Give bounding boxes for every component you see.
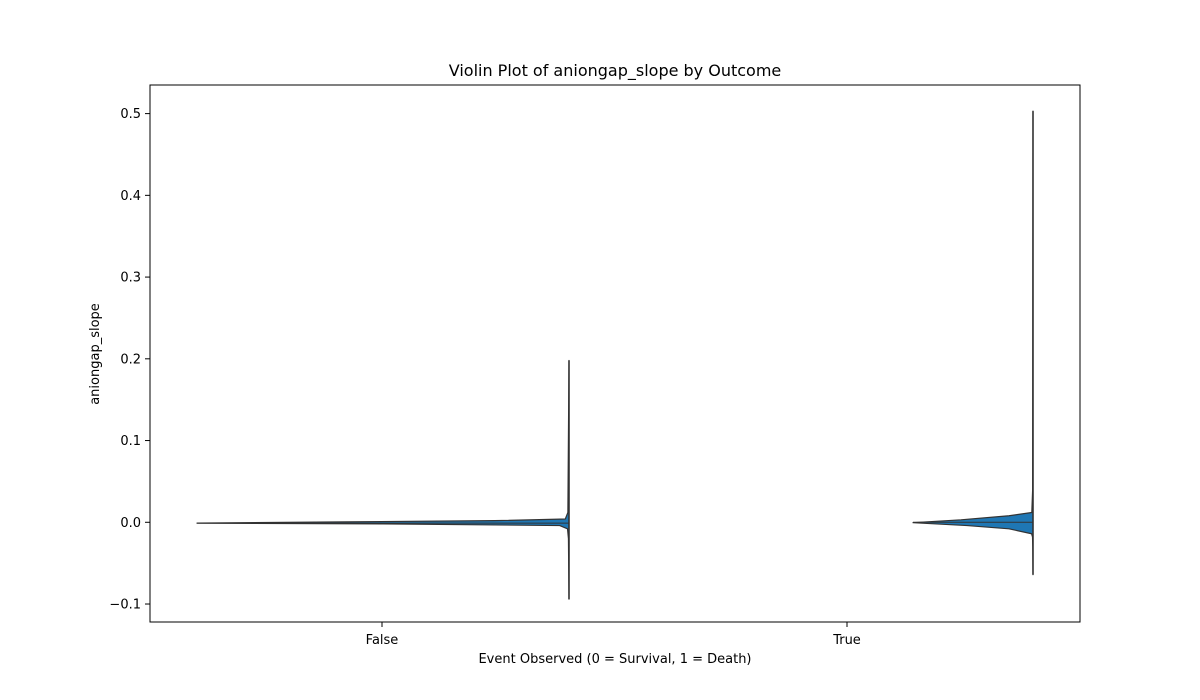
x-axis-label: Event Observed (0 = Survival, 1 = Death)	[478, 652, 751, 667]
chart-title: Violin Plot of aniongap_slope by Outcome	[449, 61, 782, 81]
violin-true	[912, 110, 1034, 576]
x-tick-label: True	[832, 633, 861, 648]
x-tick-label: False	[366, 633, 399, 648]
y-tick-label: 0.0	[120, 516, 141, 531]
y-tick-label: 0.1	[120, 434, 141, 449]
y-tick-label: −0.1	[109, 598, 141, 613]
x-axis: False True	[366, 622, 861, 648]
violin-false	[196, 359, 570, 600]
y-tick-label: 0.5	[120, 107, 141, 122]
plot-area	[196, 110, 1034, 600]
y-tick-label: 0.2	[120, 352, 141, 367]
y-axis-label: aniongap_slope	[88, 303, 103, 405]
y-tick-label: 0.3	[120, 271, 141, 286]
y-axis: −0.1 0.0 0.1 0.2 0.3 0.4 0.5	[109, 107, 150, 613]
y-tick-label: 0.4	[120, 189, 141, 204]
axes-frame	[149, 84, 1081, 623]
